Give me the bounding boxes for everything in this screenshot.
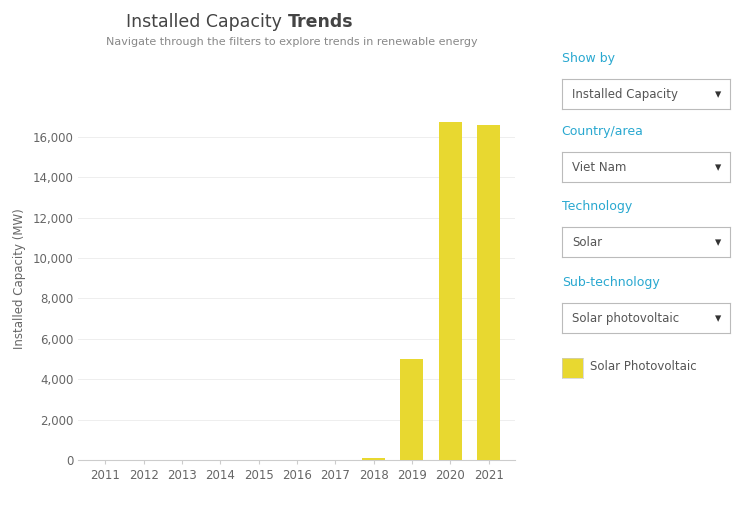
- Text: Viet Nam: Viet Nam: [572, 161, 626, 174]
- Text: ▾: ▾: [715, 161, 721, 174]
- Text: Country/area: Country/area: [562, 125, 644, 138]
- Bar: [362, 459, 385, 460]
- Bar: [477, 124, 500, 460]
- Text: Installed Capacity: Installed Capacity: [572, 88, 678, 101]
- Text: Installed Capacity: Installed Capacity: [126, 13, 288, 31]
- Text: Solar photovoltaic: Solar photovoltaic: [572, 312, 679, 325]
- Text: Solar: Solar: [572, 237, 602, 250]
- Text: Sub-technology: Sub-technology: [562, 276, 660, 289]
- Text: ▾: ▾: [715, 312, 721, 325]
- Bar: [400, 359, 424, 460]
- Text: Show by: Show by: [562, 52, 615, 65]
- Bar: [438, 123, 462, 460]
- Text: Technology: Technology: [562, 200, 632, 213]
- Text: Navigate through the filters to explore trends in renewable energy: Navigate through the filters to explore …: [105, 37, 477, 47]
- Text: ▾: ▾: [715, 88, 721, 101]
- Y-axis label: Installed Capacity (MW): Installed Capacity (MW): [13, 208, 25, 348]
- Text: Solar Photovoltaic: Solar Photovoltaic: [590, 360, 697, 373]
- Text: Trends: Trends: [288, 13, 353, 31]
- Text: ▾: ▾: [715, 237, 721, 250]
